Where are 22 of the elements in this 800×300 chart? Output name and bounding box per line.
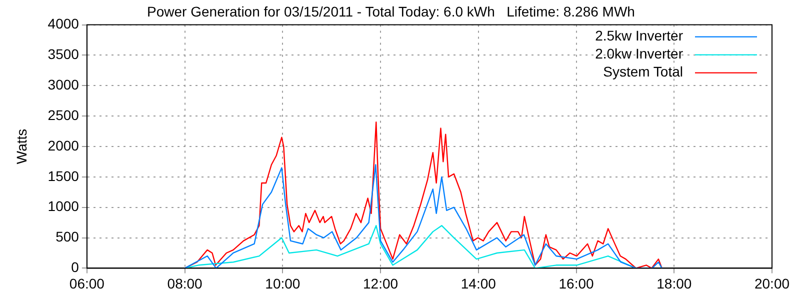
y-tick-label: 1000 [48,198,80,214]
x-tick-label: 18:00 [656,275,692,292]
y-tick-label: 500 [56,228,80,245]
x-tick-label: 20:00 [754,275,790,292]
x-tick-label: 06:00 [69,275,105,292]
y-tick-label: 1500 [48,168,80,184]
y-tick-label: 3500 [48,46,80,62]
x-tick-label: 12:00 [363,275,398,292]
x-tick-label: 08:00 [167,275,203,292]
legend-label: System Total [603,64,683,80]
y-tick-label: 2000 [48,137,80,154]
y-tick-label: 2500 [48,106,80,123]
x-tick-label: 16:00 [558,275,594,292]
x-tick-label: 10:00 [265,275,300,292]
x-tick-label: 14:00 [460,275,496,292]
y-tick-label: 3000 [48,76,80,93]
y-tick-label: 4000 [48,16,80,32]
y-tick-label: 0 [71,259,80,276]
y-axis-title: Watts [13,128,30,164]
chart-title: Power Generation for 03/15/2011 - Total Today: 6.0 kWh Lifetime: 8.286 MWh [147,3,635,20]
legend-label: 2.0kw Inverter [595,46,684,62]
legend-label: 2.5kw Inverter [595,28,684,44]
